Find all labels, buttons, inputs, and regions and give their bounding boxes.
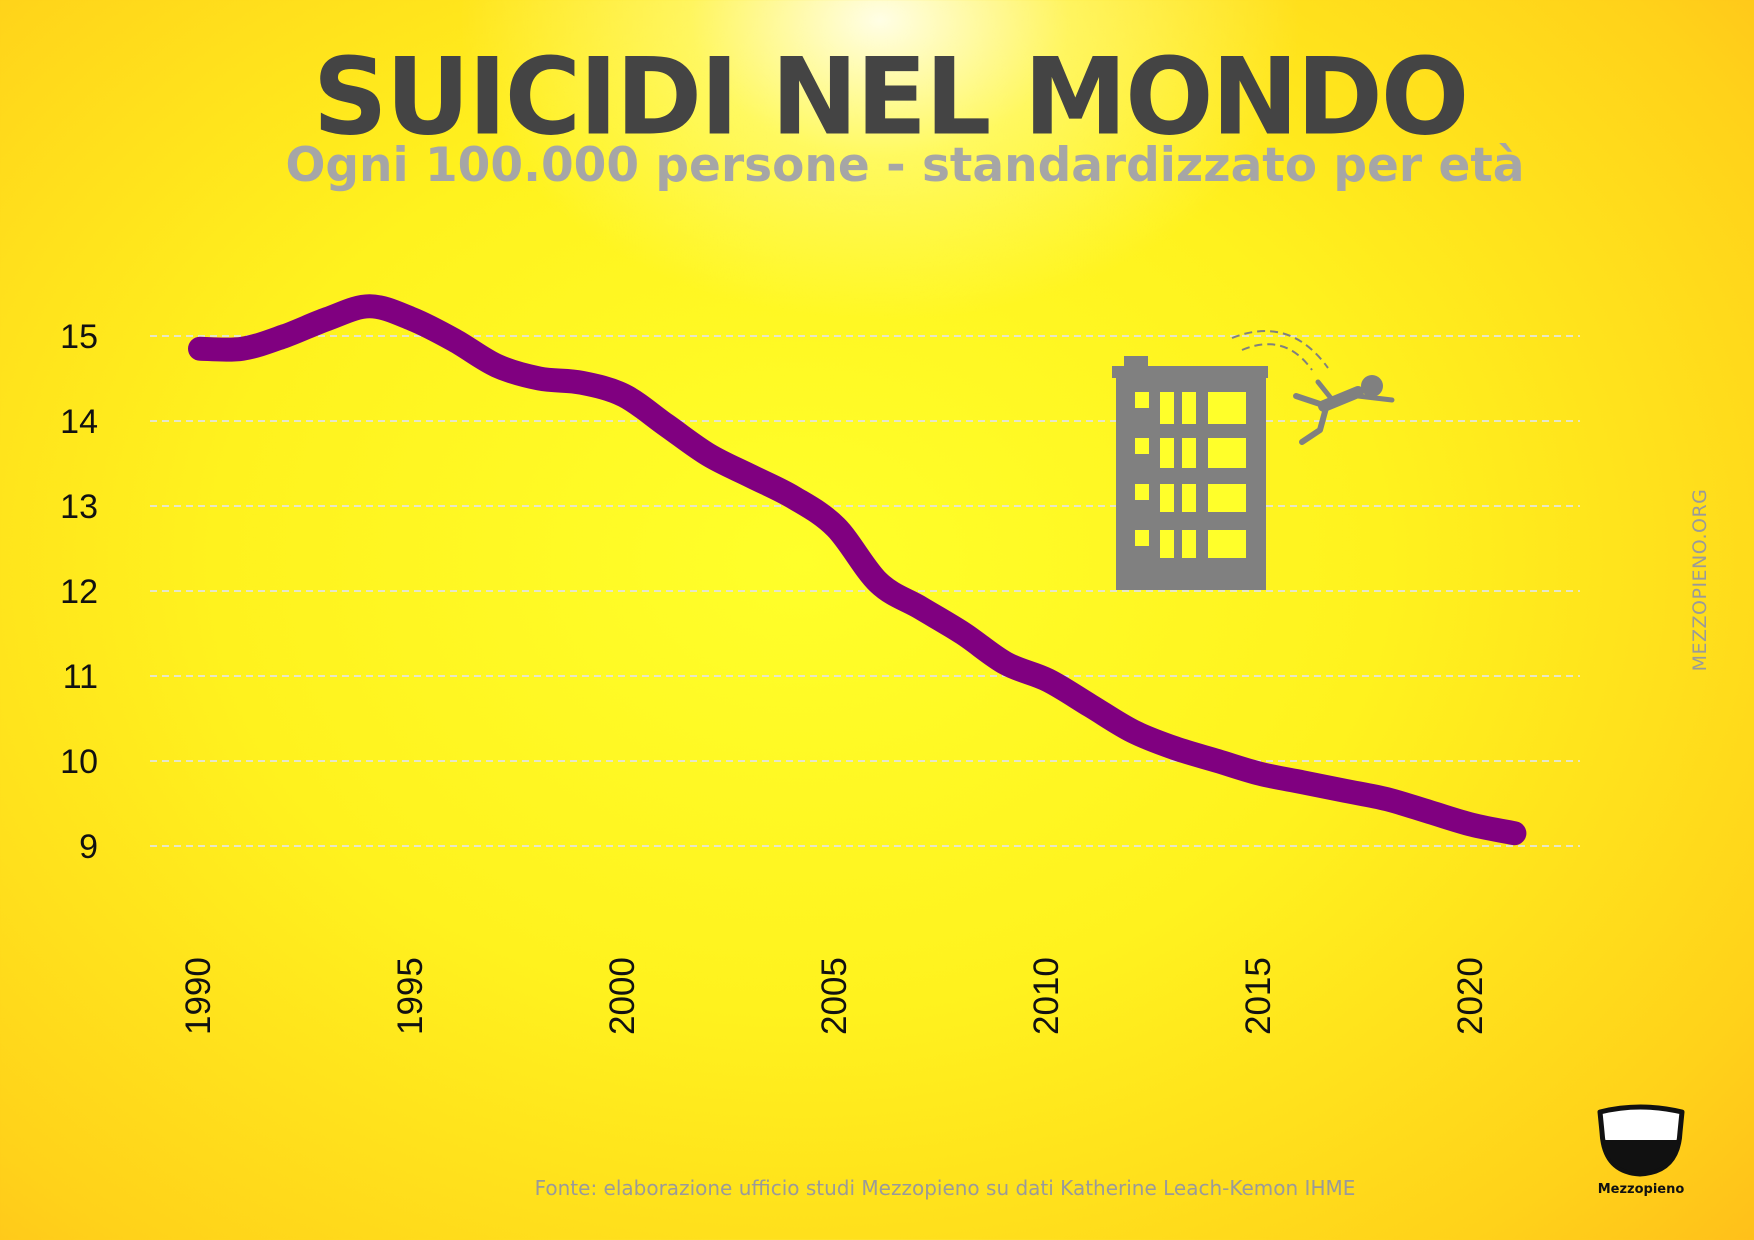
y-tick-label: 10	[60, 743, 98, 781]
watermark-text: MEZZOPIENO.ORG	[1689, 488, 1711, 672]
data-point	[538, 377, 541, 380]
y-tick-label: 12	[60, 573, 98, 611]
chart-subtitle: Ogni 100.000 persone - standardizzato pe…	[285, 138, 1525, 193]
data-point	[877, 581, 880, 584]
data-point	[368, 305, 371, 308]
data-point	[835, 526, 837, 529]
data-point	[199, 347, 201, 350]
data-point	[1301, 781, 1304, 784]
data-point	[1089, 704, 1092, 707]
data-point	[623, 394, 625, 397]
data-point	[1174, 747, 1177, 750]
y-tick-label: 11	[63, 658, 98, 696]
x-tick-label: 2010	[1027, 957, 1066, 1035]
grid-lines	[150, 335, 1580, 847]
data-point	[962, 632, 965, 635]
data-point	[1131, 730, 1134, 733]
data-point	[707, 454, 710, 456]
x-axis-ticks: 1990 1995 2000 2005 2010 2015 2020	[179, 957, 1490, 1035]
x-tick-label: 1990	[179, 957, 218, 1035]
data-point	[1004, 662, 1007, 665]
data-point	[1216, 760, 1219, 762]
data-point	[1259, 772, 1261, 775]
data-point	[495, 364, 498, 367]
data-point	[1471, 823, 1473, 826]
mezzopieno-logo-icon	[1597, 1104, 1685, 1177]
series-line	[188, 294, 1527, 846]
data-point	[283, 335, 286, 337]
data-point	[919, 607, 922, 609]
data-point	[1513, 832, 1516, 835]
data-point	[1047, 679, 1049, 682]
data-point	[326, 318, 329, 320]
person-falling-from-building-icon	[1112, 330, 1395, 590]
x-tick-label: 1995	[391, 957, 430, 1035]
data-point	[792, 496, 795, 499]
chart-title: SUICIDI NEL MONDO	[312, 34, 1470, 160]
data-point	[1428, 811, 1431, 813]
x-tick-label: 2020	[1451, 957, 1490, 1035]
data-point	[750, 475, 753, 478]
data-point	[241, 347, 244, 350]
data-point	[665, 424, 668, 427]
data-point	[1386, 798, 1389, 801]
data-point	[453, 339, 456, 342]
series-layer	[188, 294, 1527, 846]
y-axis-ticks: 9 10 11 12 13 14 15	[60, 318, 98, 866]
x-tick-label: 2000	[603, 957, 642, 1035]
data-point	[1343, 789, 1346, 792]
data-point	[580, 381, 583, 384]
y-tick-label: 13	[60, 488, 98, 526]
y-tick-label: 15	[60, 318, 98, 356]
logo-text: Mezzopieno	[1597, 1182, 1685, 1197]
source-note: Fonte: elaborazione ufficio studi Mezzop…	[534, 1176, 1356, 1200]
x-tick-label: 2005	[815, 957, 854, 1035]
y-tick-label: 9	[79, 828, 98, 866]
data-point	[411, 318, 413, 320]
x-tick-label: 2015	[1239, 957, 1278, 1035]
y-tick-label: 14	[60, 403, 98, 441]
